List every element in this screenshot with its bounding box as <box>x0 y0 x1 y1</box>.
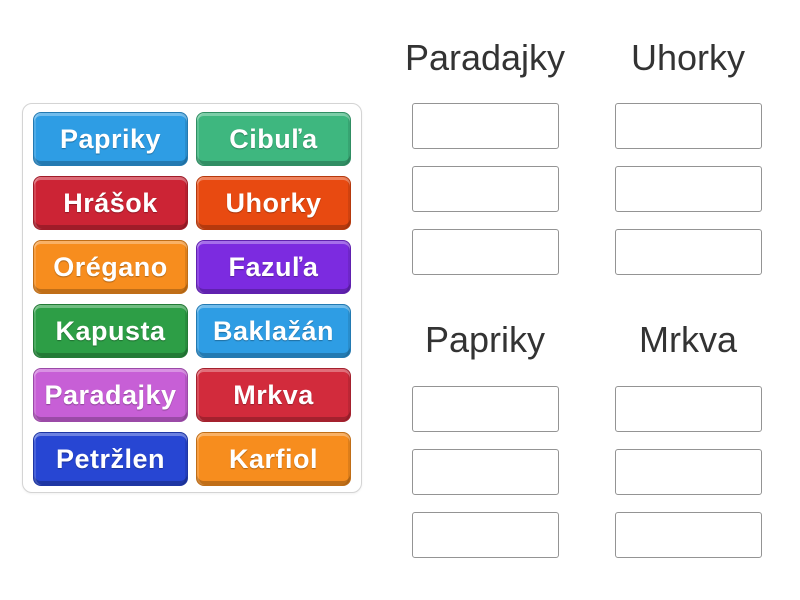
group-title-papriky: Papriky <box>424 319 546 360</box>
drop-slot-papriky-3[interactable] <box>411 512 559 558</box>
word-tile-uhorky[interactable]: Uhorky <box>196 176 351 230</box>
word-tile-cibula[interactable]: Cibuľa <box>196 112 351 166</box>
group-title-mrkva: Mrkva <box>639 319 737 360</box>
drop-slot-paradajky-3[interactable] <box>411 229 559 275</box>
drop-slot-mrkva-3[interactable] <box>614 512 762 558</box>
word-tile-hrasok[interactable]: Hrášok <box>33 176 188 230</box>
word-tile-oregano[interactable]: Orégano <box>33 240 188 294</box>
group-title-paradajky: Paradajky <box>404 37 566 78</box>
group-papriky: Papriky <box>400 318 570 575</box>
drop-slot-mrkva-1[interactable] <box>614 386 762 432</box>
drop-slot-paradajky-2[interactable] <box>411 166 559 212</box>
word-tile-paradajky[interactable]: Paradajky <box>33 368 188 422</box>
drop-slot-papriky-2[interactable] <box>411 449 559 495</box>
word-bank-panel: Papriky Cibuľa Hrášok Uhorky Orégano Faz… <box>22 103 362 493</box>
drop-slot-paradajky-1[interactable] <box>411 103 559 149</box>
word-tile-mrkva[interactable]: Mrkva <box>196 368 351 422</box>
group-uhorky: Uhorky <box>603 36 773 292</box>
group-title-uhorky: Uhorky <box>630 37 746 78</box>
word-tile-petrzlen[interactable]: Petržlen <box>33 432 188 486</box>
word-tile-fazula[interactable]: Fazuľa <box>196 240 351 294</box>
word-tile-kapusta[interactable]: Kapusta <box>33 304 188 358</box>
drop-slot-mrkva-2[interactable] <box>614 449 762 495</box>
drop-slot-uhorky-1[interactable] <box>614 103 762 149</box>
drop-slot-papriky-1[interactable] <box>411 386 559 432</box>
word-tile-papriky[interactable]: Papriky <box>33 112 188 166</box>
word-tile-karfiol[interactable]: Karfiol <box>196 432 351 486</box>
drop-slot-uhorky-2[interactable] <box>614 166 762 212</box>
group-paradajky: Paradajky <box>400 36 570 292</box>
drop-slot-uhorky-3[interactable] <box>614 229 762 275</box>
group-mrkva: Mrkva <box>603 318 773 575</box>
word-tile-baklazan[interactable]: Baklažán <box>196 304 351 358</box>
